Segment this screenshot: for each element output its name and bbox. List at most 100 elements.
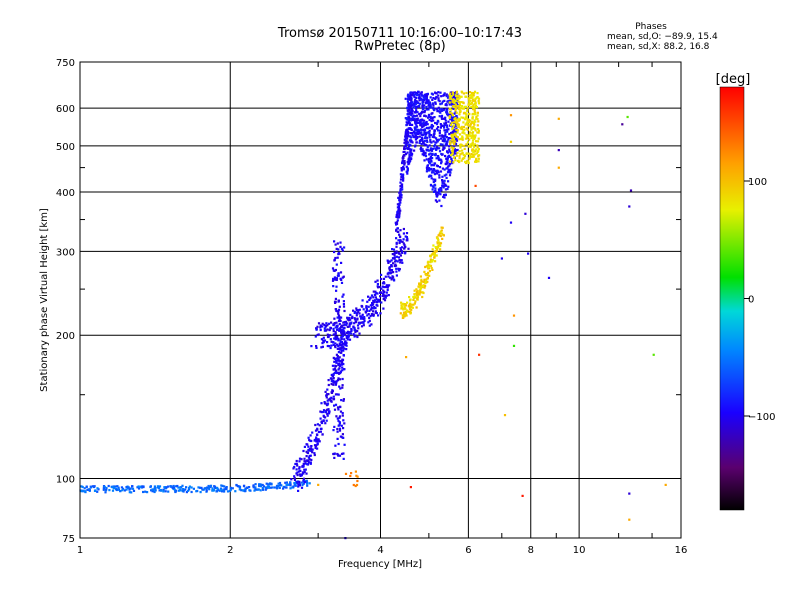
data-point [400,175,403,179]
data-point [406,98,410,101]
data-point [400,301,403,304]
data-point [449,171,452,174]
data-point [371,303,374,306]
phase-stats-o: mean, sd,O: −89.9, 15.4 [607,32,718,42]
data-point [327,322,331,325]
data-point [335,289,338,292]
data-point [478,353,481,356]
data-point [285,483,288,486]
data-point [332,429,335,432]
data-point [374,307,377,310]
data-point [438,174,441,177]
data-point [242,489,245,492]
data-point [444,193,447,197]
data-point [421,125,424,129]
data-point [455,135,458,138]
data-point [330,396,333,399]
data-point [427,167,431,170]
data-point [500,257,503,260]
data-point [86,488,89,491]
data-point [80,485,83,488]
data-point [407,105,410,108]
data-point [370,307,373,310]
data-point [446,113,449,116]
data-point [476,114,479,117]
data-point [398,212,401,215]
data-point [327,398,330,401]
data-point [477,148,480,151]
data-point [393,257,396,260]
data-point [360,315,363,318]
data-point [427,159,430,162]
data-point [298,473,302,476]
colorbar-tick-label: 0 [748,295,754,306]
data-point [456,121,459,124]
data-point [303,445,306,448]
data-point [385,291,388,294]
data-point [416,114,419,117]
data-point [406,170,409,173]
data-point [395,274,398,277]
data-point [404,97,407,100]
data-point [96,490,99,493]
data-point [259,489,262,492]
data-point [406,310,409,313]
data-point [262,488,265,491]
data-point [346,330,350,333]
data-point [405,129,409,132]
data-point [437,99,440,102]
data-point [432,244,435,247]
data-point [408,160,411,163]
data-point [360,325,364,328]
data-point [424,155,428,158]
data-point [557,117,560,120]
data-point [437,106,440,109]
data-point [434,179,437,183]
data-point [362,308,365,311]
data-point [442,195,445,198]
data-point [330,321,333,324]
data-point [422,152,425,155]
data-point [427,271,430,274]
data-point [420,111,424,114]
data-point [377,300,380,303]
data-point [424,135,427,138]
data-point [408,111,411,114]
data-point [422,291,425,295]
data-point [452,99,455,102]
data-point [425,166,428,169]
data-points [79,90,667,540]
data-point [430,120,433,123]
data-point [123,489,126,492]
data-point [324,422,327,425]
data-point [436,140,439,143]
data-point [435,250,438,253]
data-point [423,122,426,125]
data-point [342,354,345,357]
data-point [326,388,329,391]
data-point [401,188,404,191]
data-point [278,481,282,485]
data-point [333,337,336,340]
data-point [410,110,413,113]
data-point [422,121,425,124]
data-point [441,180,444,183]
data-point [452,137,455,140]
data-point [434,170,437,173]
data-point [89,486,93,489]
data-point [337,442,340,446]
data-point [334,342,337,345]
data-point [429,152,432,155]
data-point [449,111,452,114]
data-point [472,125,475,129]
data-point [467,161,470,165]
data-point [410,111,413,114]
data-point [411,118,414,122]
data-point [335,380,338,383]
chart-subtitle: RwPretec (8p) [354,39,446,54]
data-point [437,129,440,132]
data-point [334,393,338,396]
data-point [362,324,365,327]
data-point [442,117,445,120]
data-point [342,293,345,296]
